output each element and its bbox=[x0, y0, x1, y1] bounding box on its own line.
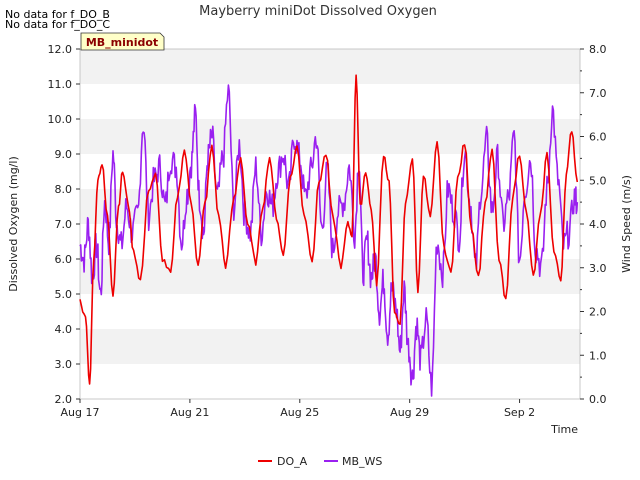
y-left-tick-label: 7.0 bbox=[55, 218, 73, 231]
site-label: MB_minidot bbox=[86, 36, 158, 49]
legend-label-mb-ws: MB_WS bbox=[342, 455, 382, 468]
grid-band bbox=[80, 49, 580, 84]
x-tick-label: Aug 29 bbox=[390, 406, 429, 419]
legend-label-do-a: DO_A bbox=[277, 455, 308, 468]
grid-band bbox=[80, 329, 580, 364]
no-data-note-b: No data for f_DO_B bbox=[5, 8, 110, 21]
x-tick-label: Aug 25 bbox=[280, 406, 319, 419]
no-data-note-c: No data for f_DO_C bbox=[5, 18, 110, 31]
y-axis-left-label: Dissolved Oxygen (mg/l) bbox=[7, 156, 20, 291]
y-left-tick-label: 6.0 bbox=[55, 253, 73, 266]
y-right-tick-label: 3.0 bbox=[589, 262, 607, 275]
x-axis-label: Time bbox=[550, 423, 578, 436]
series-line-do-a bbox=[79, 74, 579, 385]
y-left-tick-label: 9.0 bbox=[55, 148, 73, 161]
y-left-tick-label: 5.0 bbox=[55, 288, 73, 301]
site-label-box: MB_minidot bbox=[80, 32, 165, 51]
site-label-background bbox=[80, 32, 165, 51]
grid-band bbox=[80, 259, 580, 294]
x-tick-label: Sep 2 bbox=[504, 406, 535, 419]
y-left-tick-label: 10.0 bbox=[48, 113, 73, 126]
axis-ticks: 2.0 3.0 4.0 5.0 6.0 7.0 8.0 9.0 10.0 11.0 12.0 0.0 1… bbox=[48, 43, 607, 419]
y-left-tick-label: 4.0 bbox=[55, 323, 73, 336]
x-tick-label: Aug 21 bbox=[170, 406, 209, 419]
x-tick-label: Aug 17 bbox=[61, 406, 100, 419]
y-right-tick-label: 4.0 bbox=[589, 218, 607, 231]
series-layer bbox=[79, 74, 579, 397]
y-right-tick-label: 6.0 bbox=[589, 131, 607, 144]
grid-band bbox=[80, 119, 580, 154]
grid-bands bbox=[80, 49, 580, 364]
legend: DO_A MB_WS bbox=[258, 455, 382, 468]
y-right-tick-label: 1.0 bbox=[589, 349, 607, 362]
chart-title: Mayberry miniDot Dissolved Oxygen bbox=[199, 4, 437, 19]
y-right-tick-label: 8.0 bbox=[589, 43, 607, 56]
y-left-tick-label: 8.0 bbox=[55, 183, 73, 196]
y-right-tick-label: 0.0 bbox=[589, 393, 607, 406]
y-right-tick-label: 7.0 bbox=[589, 87, 607, 100]
y-left-tick-label: 12.0 bbox=[48, 43, 73, 56]
y-left-tick-label: 3.0 bbox=[55, 358, 73, 371]
y-axis-right-label: Wind Speed (m/s) bbox=[620, 175, 633, 273]
y-right-tick-label: 5.0 bbox=[589, 174, 607, 187]
y-right-tick-label: 2.0 bbox=[589, 306, 607, 319]
y-left-tick-label: 11.0 bbox=[48, 78, 73, 91]
y-left-tick-label: 2.0 bbox=[55, 393, 73, 406]
